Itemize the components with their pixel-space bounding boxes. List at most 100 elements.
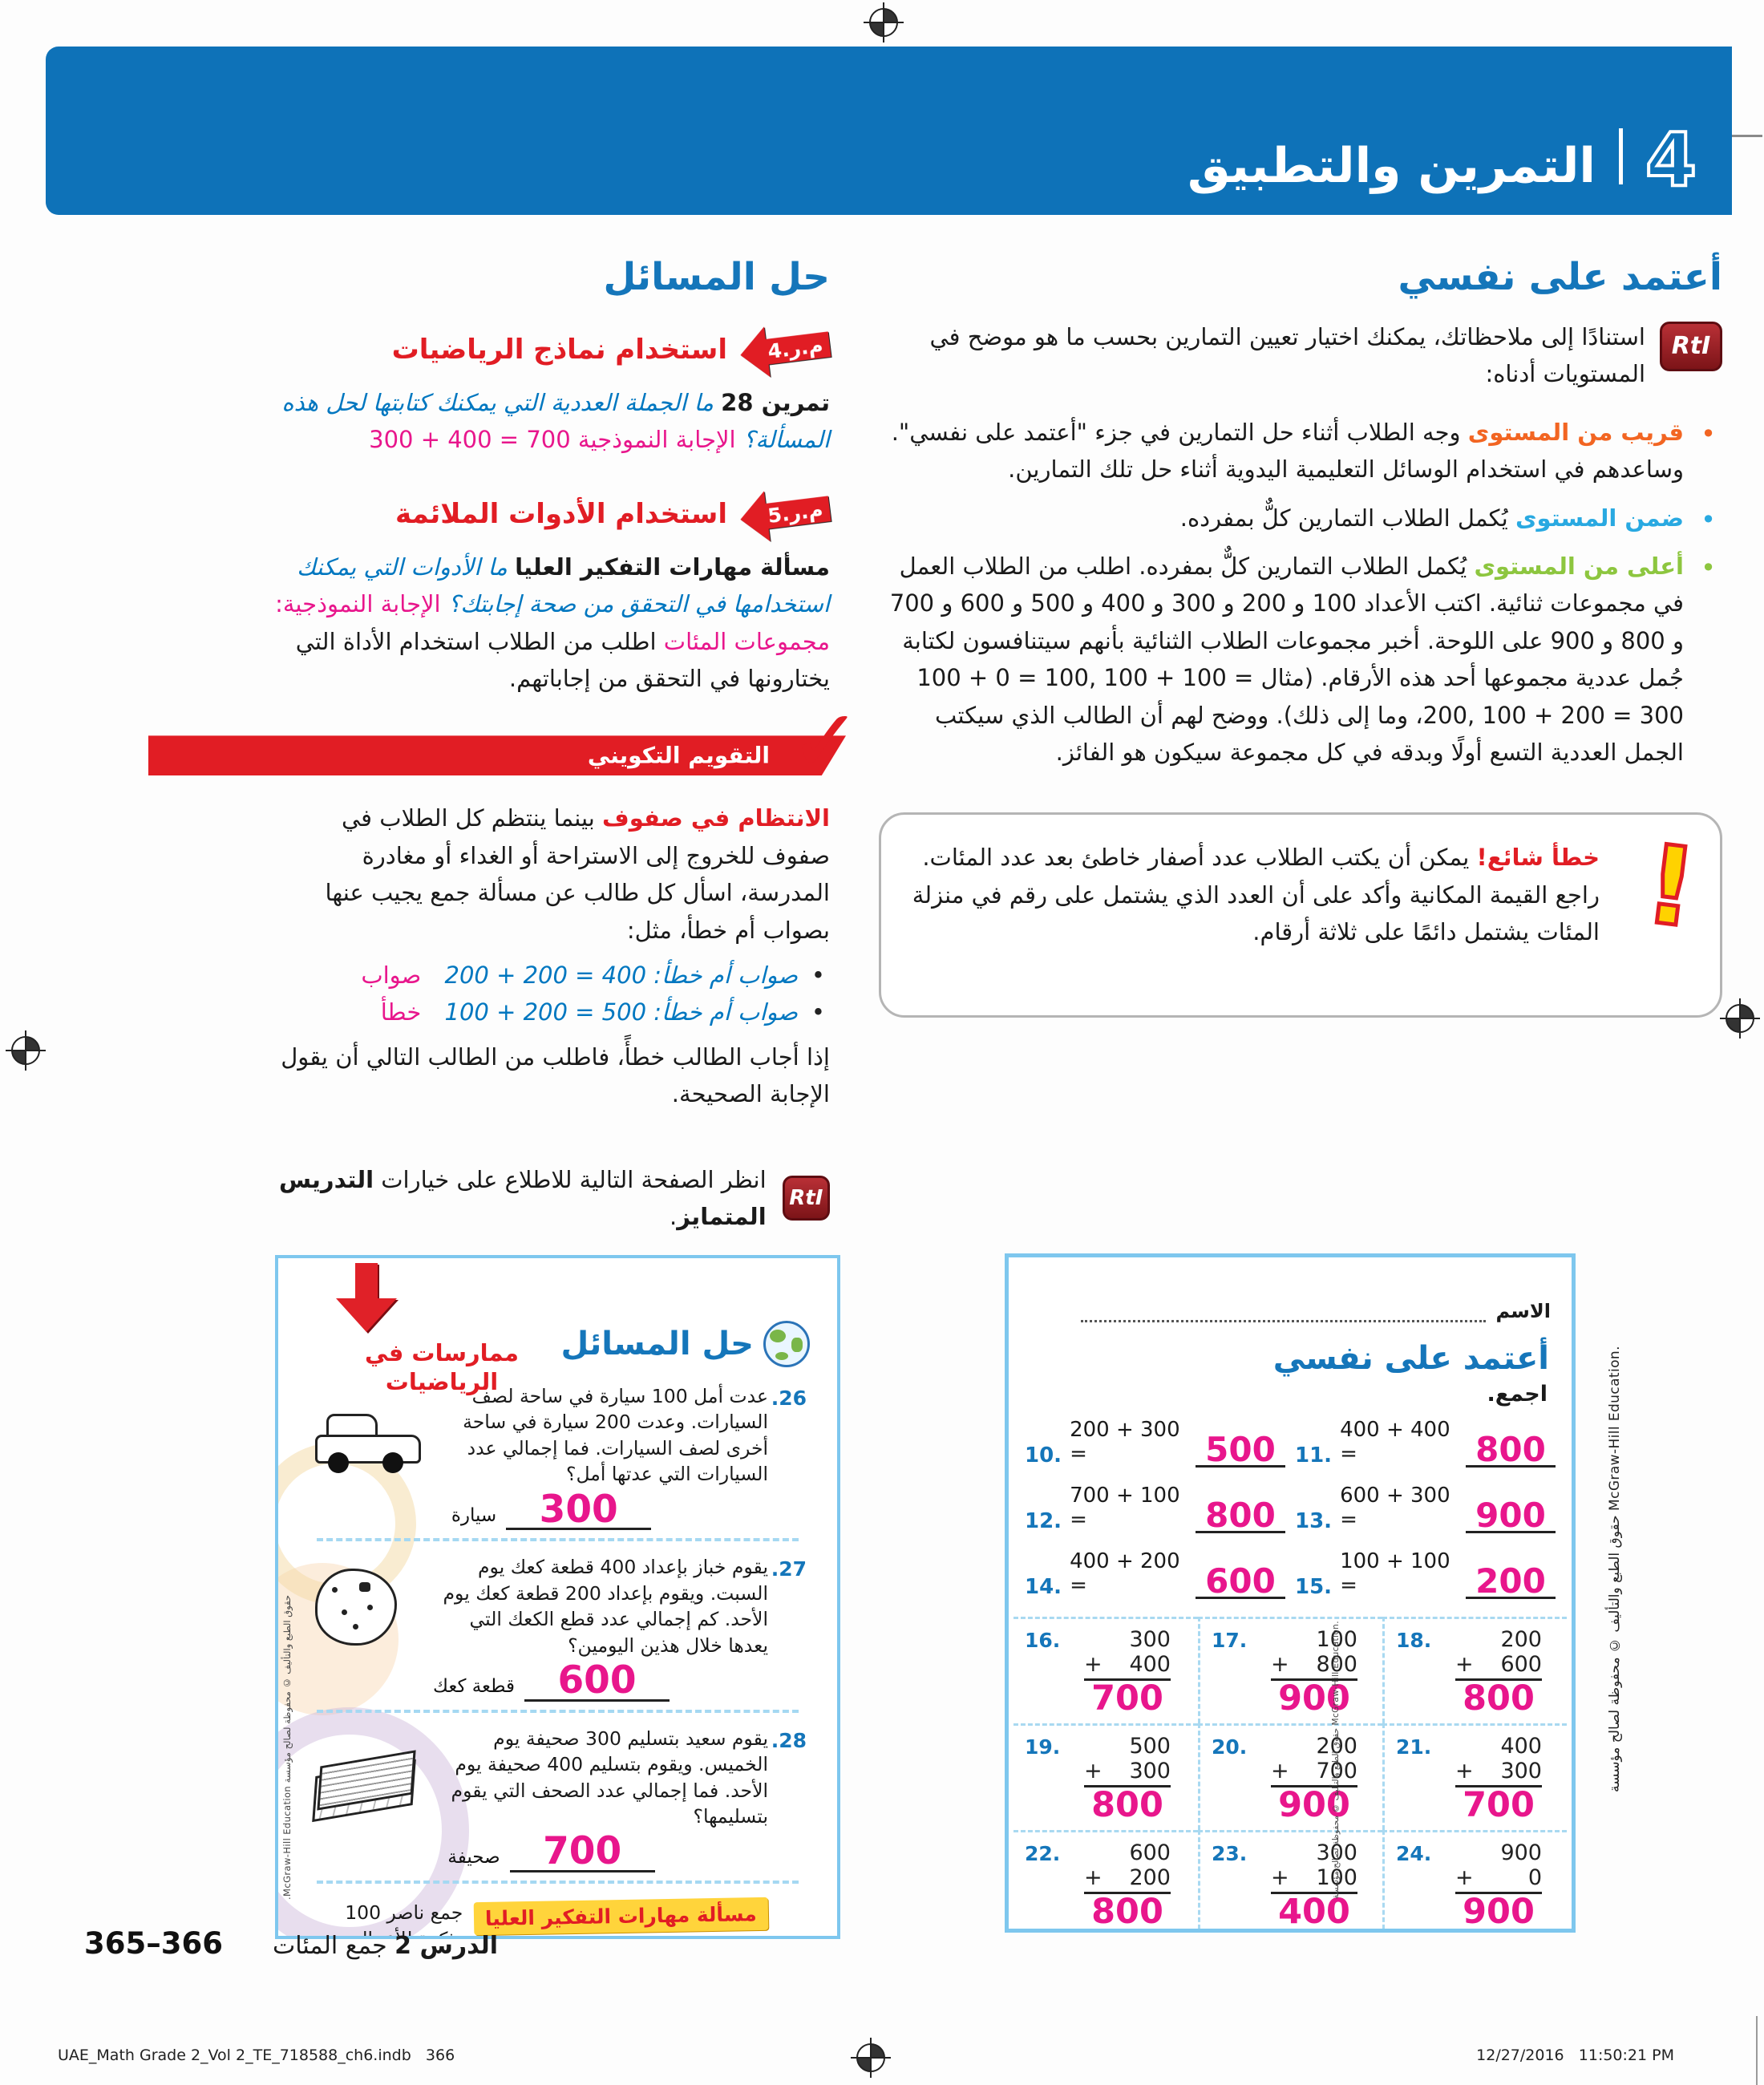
problem-number: 20. — [1212, 1735, 1248, 1759]
addend-bottom: 800 — [1316, 1652, 1357, 1677]
copyright-vertical-text-outer: حقوق الطبع والتأليف © محفوظة لصالح مؤسسة… — [1607, 1346, 1623, 1792]
common-error-paragraph: خطأ شائع! يمكن أن يكتب الطلاب عدد أصفار … — [910, 839, 1600, 950]
bullet-above-level: • أعلى من المستوى يُكمل الطلاب التمارين … — [879, 548, 1722, 771]
vertical-problems-grid: 16. 300 +400 700 17. 100 +800 900 18. 200 +600 80… — [1013, 1617, 1567, 1932]
problem-number: 18. — [1396, 1629, 1432, 1652]
answer-value: 900 — [1278, 1785, 1350, 1825]
worksheet-body: 26. عدت أمل 100 سيارة في ساحة لصف السيار… — [278, 1379, 837, 1936]
divider-scribble — [317, 1538, 799, 1542]
hot-skills-question: ما الأدوات التي يمكنك استخدامها في التحق… — [297, 553, 830, 618]
addend-bottom: 700 — [1316, 1759, 1357, 1783]
problem-number: 23. — [1212, 1842, 1248, 1865]
formative-activity-text: بينما ينتظم كل الطلاب في صفوف للخروج إلى… — [325, 804, 830, 944]
true-false-item: • صواب أم خطأ: 200 + 200 = 400 صواب — [273, 962, 830, 989]
problem-number: 15. — [1295, 1575, 1333, 1599]
problem-23: 23. 300 +100 400 — [1198, 1830, 1382, 1932]
problem-19: 19. 500 +300 800 — [1013, 1723, 1198, 1830]
section-number: 4 — [1644, 117, 1698, 203]
level-bullet-list: • قريب من المستوى وجه الطلاب أثناء حل ال… — [879, 414, 1722, 771]
formative-activity-paragraph: الانتظام في صفوف بينما ينتظم كل الطلاب ف… — [273, 800, 830, 949]
header-bar: التمرين والتطبيق 4 — [46, 47, 1732, 215]
student-worksheet-left: ممارسات في الرياضيات حل المسائل 26. عدت … — [275, 1255, 840, 1939]
trim-mark — [1732, 135, 1762, 137]
header-separator — [1619, 128, 1623, 184]
bullet-dot: • — [1701, 552, 1716, 583]
answer-row: 600 قطعة كعك — [431, 1662, 672, 1702]
horizontal-problems-grid: 10. 200 + 300 = 500 11. 400 + 400 = 800 12. 7… — [1025, 1418, 1556, 1599]
problem-number: 12. — [1025, 1509, 1062, 1533]
addend-top: 400 — [1500, 1734, 1542, 1759]
problem-text: يقوم سعيد بتسليم 300 صحيفة يوم الخميس. و… — [451, 1727, 768, 1828]
regmark-line-v — [25, 1030, 26, 1071]
name-write-line — [1081, 1299, 1487, 1322]
problem-11: 11. 400 + 400 = 800 — [1295, 1418, 1556, 1468]
trim-mark — [1756, 2016, 1758, 2085]
answer-row: 300 سيارة — [431, 1491, 672, 1531]
problem-number: 16. — [1025, 1629, 1061, 1652]
word-problem-28: 28. يقوم سعيد بتسليم 300 صحيفة يوم الخمي… — [302, 1721, 813, 1872]
plus-sign: + — [1271, 1652, 1289, 1677]
regmark-line-v — [883, 2, 884, 43]
answer-value: 700 — [1091, 1678, 1163, 1719]
name-label: الاسم — [1495, 1300, 1551, 1322]
math-practices-label: ممارسات في الرياضيات — [365, 1338, 519, 1397]
divider-scribble — [317, 1709, 799, 1713]
plus-sign: + — [1455, 1652, 1474, 1677]
registration-mark-bottom — [851, 2038, 891, 2078]
problem-number: 27. — [771, 1557, 807, 1581]
level-text-above: يُكمل الطلاب التمارين كلٌّ بمفرده. اطلب … — [889, 552, 1684, 692]
problem-22: 22. 600 +200 800 — [1013, 1830, 1198, 1929]
page-title: التمرين والتطبيق — [1187, 138, 1596, 194]
answer-blank: 300 — [506, 1491, 652, 1531]
problem-number: 17. — [1212, 1629, 1248, 1652]
exercise-label: تمرين 28 — [721, 389, 830, 416]
worksheet-section-heading: حل المسائل — [561, 1321, 810, 1367]
lesson-title: جمع المئات — [272, 1932, 395, 1960]
problem-number: 24. — [1396, 1842, 1432, 1865]
true-false-prompt: صواب أم خطأ: — [653, 961, 798, 989]
formative-assessment-label: التقويم التكويني — [587, 742, 770, 769]
problem-16: 16. 300 +400 700 — [1013, 1617, 1198, 1723]
bullet-near-level: • قريب من المستوى وجه الطلاب أثناء حل ال… — [879, 414, 1722, 488]
example-equations: 100 + 0 = 100, 100 + 100 = 200, 100 + 20… — [916, 664, 1684, 729]
divider-scribble — [317, 1880, 799, 1884]
addend-top: 900 — [1500, 1840, 1542, 1865]
true-false-answer: خطأ — [380, 998, 422, 1026]
problem-equation: 400 + 400 = — [1340, 1418, 1450, 1466]
rti-note-row: RtI انظر الصفحة التالية للاطلاع على خيار… — [273, 1161, 830, 1236]
word-problem-26: 26. عدت أمل 100 سيارة في ساحة لصف السيار… — [302, 1379, 813, 1531]
answer-blank: 600 — [1196, 1565, 1285, 1599]
problem-equation: 400 + 200 = — [1070, 1549, 1180, 1597]
problem-10: 10. 200 + 300 = 500 — [1025, 1418, 1285, 1468]
answer-blank: 200 — [1466, 1565, 1556, 1599]
plus-sign: + — [1455, 1759, 1474, 1783]
bullet-dot: • — [811, 998, 825, 1026]
model-answer-equation: 300 + 400 = 700 — [369, 426, 571, 454]
math-practice-badge-label: م.ر.5 — [766, 497, 824, 528]
plus-sign: + — [1271, 1865, 1289, 1890]
answer-value: 800 — [1091, 1785, 1163, 1825]
hot-problem-text: جمع ناصر 100 تذكرة للأعمال الخيرية. وجمع… — [345, 1901, 463, 1939]
answer-value: 400 — [1278, 1892, 1350, 1932]
problem-13: 13. 600 + 300 = 900 — [1295, 1484, 1556, 1533]
true-false-prompt: صواب أم خطأ: — [653, 998, 798, 1026]
cookie-sketch — [315, 1569, 397, 1646]
answer-blank: 800 — [1196, 1499, 1285, 1533]
answer-blank: 500 — [1196, 1433, 1285, 1468]
problem-equation: 100 + 100 = — [1340, 1549, 1450, 1597]
level-text-within: يُكمل الطلاب التمارين كلٌّ بمفرده. — [1179, 504, 1508, 532]
math-practice-arrow-icon: م.ر.5 — [737, 482, 832, 545]
level-label-above: أعلى من المستوى — [1474, 552, 1684, 580]
regmark-line-v — [1739, 998, 1741, 1038]
worksheet-heading: أعتمد على نفسي — [1272, 1340, 1549, 1377]
problem-12: 12. 700 + 100 = 800 — [1025, 1484, 1285, 1533]
exercise-question: ما الجملة العددية التي يمكنك كتابتها لحل… — [281, 389, 830, 454]
rti-badge: RtI — [782, 1176, 830, 1221]
registration-mark-top — [864, 2, 904, 43]
problem-number: 19. — [1025, 1735, 1061, 1759]
student-worksheet-right: الاسم أعتمد على نفسي اجمع. 10. 200 + 300 … — [1005, 1253, 1576, 1933]
section-heading-problem-solving: حل المسائل — [603, 255, 830, 299]
model-answer-label: الإجابة النموذجية — [570, 426, 736, 454]
page-footer: 365–366 الدرس 2 جمع المئات — [84, 1926, 498, 1961]
